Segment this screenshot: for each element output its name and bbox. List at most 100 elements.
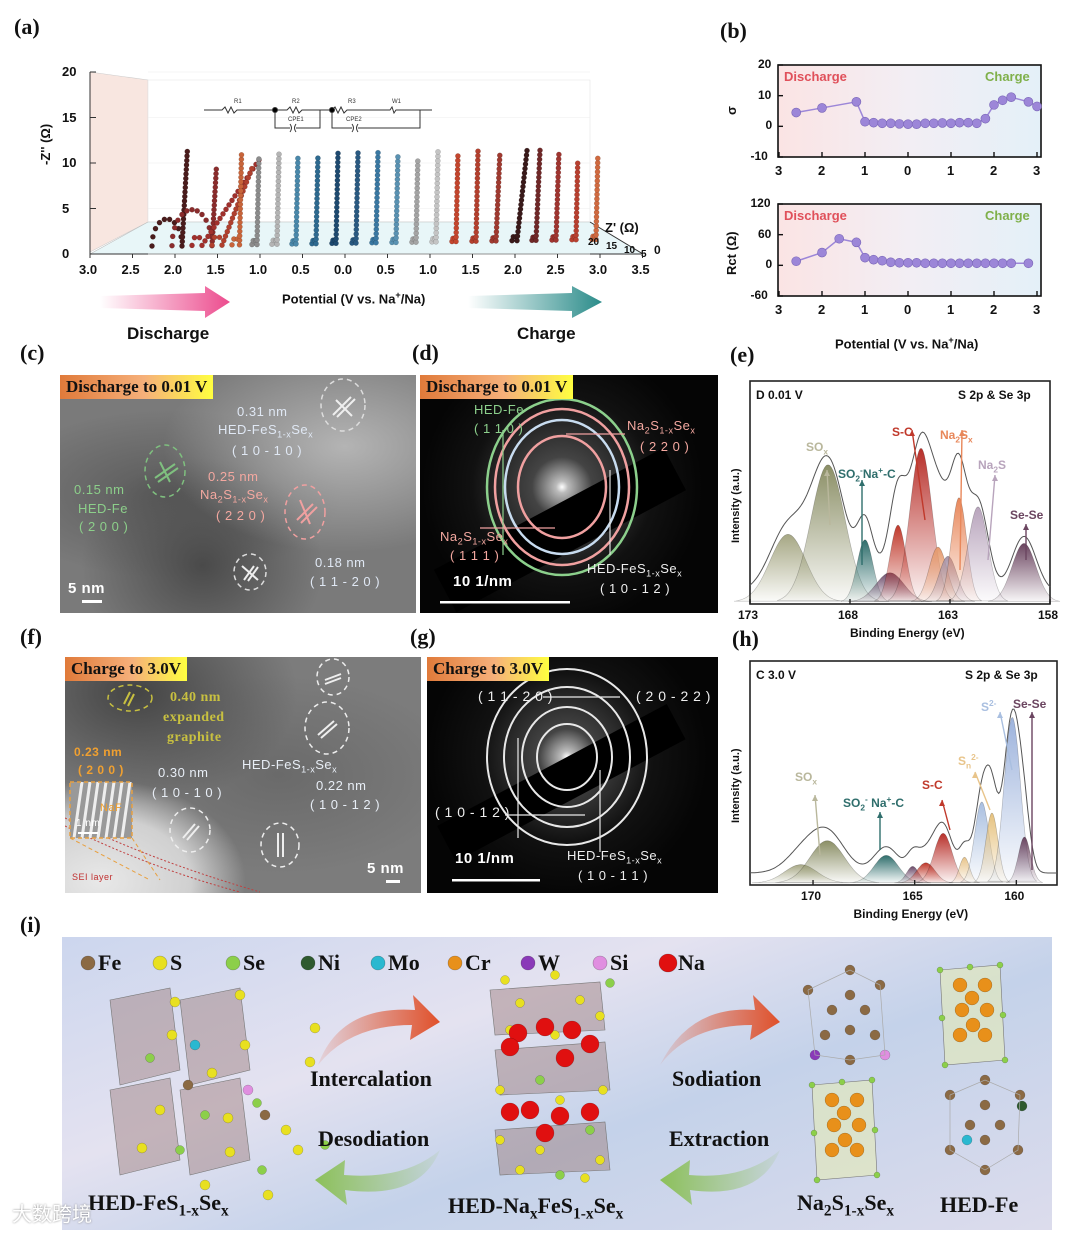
y-tick-label: 120 [750,196,771,210]
nyquist-curve-charge-0.2V [349,150,361,246]
nyquist-curve-discharge-1.7V [169,166,220,249]
nyquist-point [203,217,209,223]
data-point [868,117,879,128]
y-axis-title: Intensity (a.u.) [730,467,742,543]
diffraction-ring [521,706,613,808]
atom [242,1084,254,1096]
x-tick-label: 2.5 [121,262,140,277]
atom [136,1142,148,1154]
nyquist-curve-charge-1.8V [509,147,530,244]
z-tick-label: 15 [606,241,618,252]
atom [819,1029,831,1041]
nyquist-curve-charge-2.2V [549,151,562,243]
diffraction-ring [503,418,621,556]
scale-label: 5 nm [68,580,106,597]
atom [979,1099,991,1111]
scale-bar [440,601,570,604]
nyquist-point [166,216,173,223]
nyquist-point [238,151,245,158]
xps-state-label: C 3.0 V [756,668,797,682]
x-tick-label: 2 [990,302,998,317]
phase-label: HED-FeS1-xSex [218,422,314,440]
data-point [946,118,956,129]
x-tick-label: 3 [775,302,783,317]
scale-label: 5 nm [367,860,405,877]
atom [585,1125,595,1135]
lattice-circle [284,484,326,540]
discharge-label: Discharge [784,208,847,223]
nyquist-curve-charge-1V [429,148,441,245]
x-tick-label: 2 [818,302,826,317]
phase-label: HED-Fe [78,501,128,516]
nyquist-point [229,241,235,248]
atom [936,966,944,974]
cation-atom [954,1002,970,1018]
saed-pattern-charge: Charge to 3.0V [427,657,718,893]
nyquist-point [395,154,401,160]
data-point [946,258,956,269]
data-point [1032,101,1042,112]
polyhedron [811,1079,878,1181]
atom [844,989,856,1001]
compound-name-na2s-se: Na2S1-xSex [797,1190,895,1220]
compound-name-hed-fe: HED-Fe [940,1192,1019,1217]
polyhedron [494,1121,611,1176]
nyquist-point [220,211,226,217]
xps-chart-discharge [733,380,1061,605]
nyquist-point [169,233,176,240]
arrowhead [812,795,818,801]
atom [309,1022,321,1034]
x-tick-label: 1.5 [206,262,225,277]
atom [996,961,1004,969]
nyquist-point [171,224,178,231]
y-tick-label: -60 [750,288,768,302]
data-point [834,233,845,244]
data-point [928,118,939,129]
sodiation-label: Sodiation [672,1066,762,1091]
nyquist-point [229,197,235,204]
desodiation-arrow [315,1150,440,1205]
legend-label-cr: Cr [465,950,491,975]
data-point [980,258,991,269]
panel-label-d: (d) [412,340,439,365]
arrowhead [1023,524,1029,530]
x-axis-title-a: Potential (V vs. Na+/Na) [282,290,426,307]
data-point [997,258,1008,269]
data-point [1006,258,1017,269]
atom [859,1004,871,1016]
saed-pattern-discharge: Discharge to 0.01 V [420,375,718,613]
plane-label: ( 1 0 - 1 2 ) [435,804,510,820]
intercalation-label: Intercalation [310,1066,432,1091]
scale-bar [452,879,540,882]
nyquist-point [455,153,461,159]
x-tick-label: 1 [861,302,869,317]
intercalation-arrow [318,995,440,1065]
atom [580,1173,590,1183]
atom [515,1165,525,1175]
sodium-atom [508,1023,528,1043]
d-spacing-label: 0.18 nm [315,555,366,570]
data-point [1023,97,1034,107]
nyquist-point [199,211,205,218]
x-tick-label: 2.0 [164,262,183,277]
x-tick-label: 158 [1038,608,1059,622]
legend-label-ni: Ni [318,950,340,975]
panel-label-i: (i) [20,912,41,937]
atom [535,1145,545,1155]
data-point [989,258,999,269]
cation-atom [824,1092,840,1108]
d-spacing-label: 0.40 nm [170,690,221,705]
cation-atom [849,1142,865,1158]
scale-label: 10 1/nm [453,573,513,590]
arrowhead [824,470,830,476]
y-axis-title: Intensity (a.u.) [730,748,742,823]
nyquist-point [226,224,232,230]
peak-label: SOx [806,440,829,457]
badge-discharge: Discharge to 0.01 V [60,375,214,399]
phase-label: HED-FeS1-xSex [587,561,683,579]
beam-stopper [433,447,686,613]
nyquist-point [202,238,208,244]
equivalent-circuit [204,105,432,133]
data-point [920,118,931,129]
nyquist-curve-charge-0.8V [409,158,421,245]
